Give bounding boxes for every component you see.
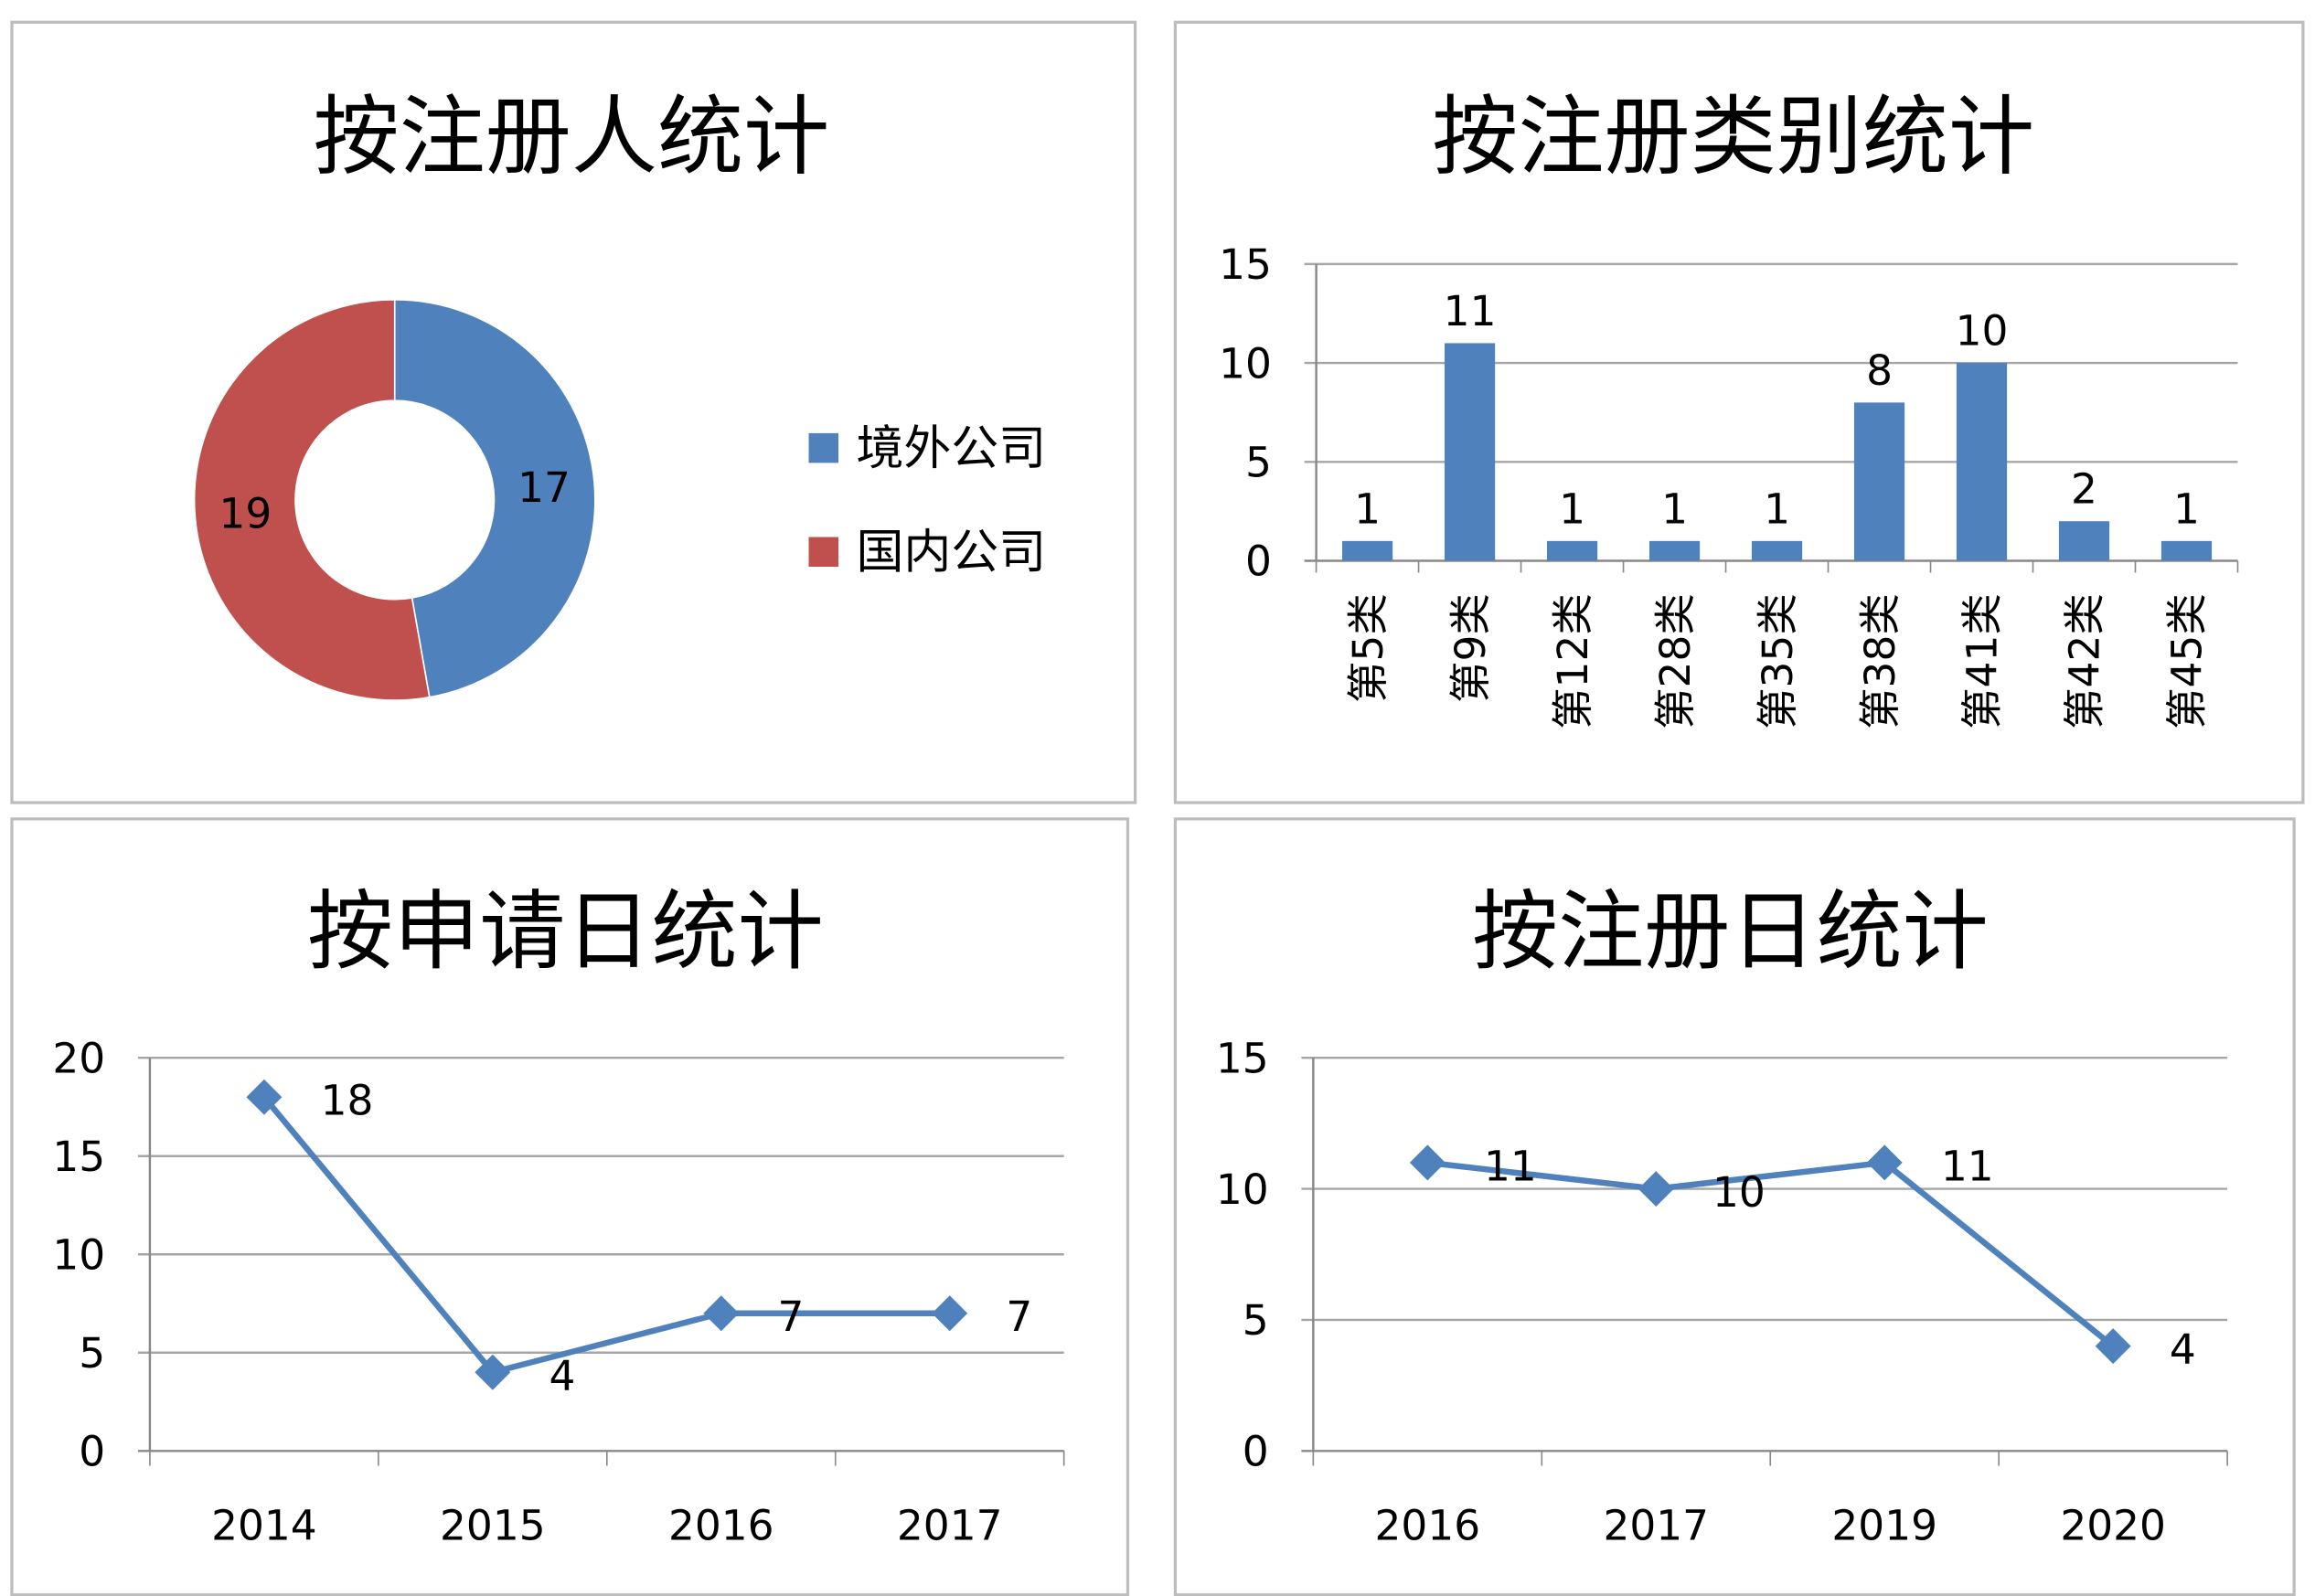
data-label: 11 xyxy=(1941,1142,1994,1190)
y-tick-label: 0 xyxy=(1245,537,1272,586)
x-tick-label: 第38类 xyxy=(1856,593,1904,729)
data-point xyxy=(1638,1171,1674,1208)
x-tick-label: 2017 xyxy=(897,1502,1003,1550)
x-tick-label: 2014 xyxy=(211,1502,317,1550)
bar xyxy=(1546,540,1598,561)
x-tick-label: 第41类 xyxy=(1958,593,2007,729)
data-label: 1 xyxy=(1661,484,1688,533)
data-point xyxy=(2095,1328,2131,1365)
bar xyxy=(1648,540,1701,561)
data-label: 18 xyxy=(321,1077,374,1125)
donut-slice xyxy=(193,299,431,701)
x-tick-label: 第35类 xyxy=(1754,593,1802,729)
chart-title: 按注册人统计 xyxy=(313,88,829,187)
data-label: 19 xyxy=(219,489,272,537)
data-label: 4 xyxy=(2170,1325,2196,1374)
y-tick-label: 15 xyxy=(52,1133,105,1181)
bar xyxy=(2058,521,2110,561)
y-tick-label: 10 xyxy=(1219,339,1272,388)
legend-label: 国内公司 xyxy=(856,526,1046,580)
data-label: 8 xyxy=(1866,346,1893,395)
y-tick-label: 0 xyxy=(1243,1428,1269,1476)
x-tick-label: 第9类 xyxy=(1446,593,1495,703)
y-tick-label: 15 xyxy=(1219,240,1272,289)
data-label: 17 xyxy=(517,463,571,512)
series-line xyxy=(1426,1159,2116,1349)
data-label: 10 xyxy=(1956,307,2009,356)
x-tick-label: 第28类 xyxy=(1651,593,1700,729)
bar xyxy=(2160,540,2213,561)
x-tick-label: 第42类 xyxy=(2061,593,2109,729)
x-tick-label: 2016 xyxy=(668,1502,774,1550)
bar xyxy=(1342,540,1393,561)
data-label: 1 xyxy=(1354,484,1381,533)
y-tick-label: 5 xyxy=(1243,1296,1269,1345)
bar xyxy=(1853,402,1905,561)
data-point xyxy=(475,1354,511,1390)
chart-title: 按注册日统计 xyxy=(1472,883,1989,983)
chart-title: 按申请日统计 xyxy=(307,883,824,983)
x-tick-label: 2016 xyxy=(1375,1502,1481,1550)
y-tick-label: 5 xyxy=(1245,439,1272,487)
data-label: 7 xyxy=(1006,1293,1032,1341)
data-point xyxy=(246,1079,283,1115)
y-tick-label: 15 xyxy=(1216,1034,1269,1082)
bar xyxy=(1751,540,1803,561)
data-label: 2 xyxy=(2071,465,2097,514)
x-tick-label: 2017 xyxy=(1603,1502,1709,1550)
chart-title: 按注册类别统计 xyxy=(1432,88,2034,187)
data-label: 7 xyxy=(777,1293,804,1341)
y-tick-label: 0 xyxy=(79,1428,105,1476)
legend-swatch xyxy=(808,537,838,567)
y-tick-label: 20 xyxy=(52,1034,105,1082)
data-label: 4 xyxy=(549,1352,576,1400)
data-label: 10 xyxy=(1712,1168,1766,1217)
data-point xyxy=(1409,1144,1446,1181)
data-point xyxy=(703,1295,740,1332)
y-tick-label: 10 xyxy=(1216,1165,1269,1214)
data-point xyxy=(932,1295,968,1332)
x-tick-label: 第12类 xyxy=(1549,593,1597,729)
donut-slice xyxy=(393,299,596,698)
y-tick-label: 10 xyxy=(52,1230,105,1279)
data-label: 1 xyxy=(1559,484,1585,533)
data-label: 11 xyxy=(1484,1142,1537,1190)
bar xyxy=(1956,363,2008,561)
bar xyxy=(1444,343,1496,561)
x-tick-label: 2015 xyxy=(440,1502,546,1550)
x-tick-label: 2019 xyxy=(1831,1502,1937,1550)
y-tick-label: 5 xyxy=(79,1329,105,1378)
x-tick-label: 第5类 xyxy=(1344,593,1392,703)
data-label: 11 xyxy=(1444,287,1497,335)
registration-line-panel xyxy=(1173,817,2296,1596)
legend-label: 境外公司 xyxy=(856,421,1046,476)
data-label: 1 xyxy=(1764,484,1790,533)
legend-swatch xyxy=(808,432,838,463)
series-line xyxy=(261,1095,950,1376)
bar-panel xyxy=(1173,20,2305,804)
x-tick-label: 2020 xyxy=(2060,1502,2166,1550)
x-tick-label: 第45类 xyxy=(2163,593,2212,729)
data-label: 1 xyxy=(2173,484,2200,533)
